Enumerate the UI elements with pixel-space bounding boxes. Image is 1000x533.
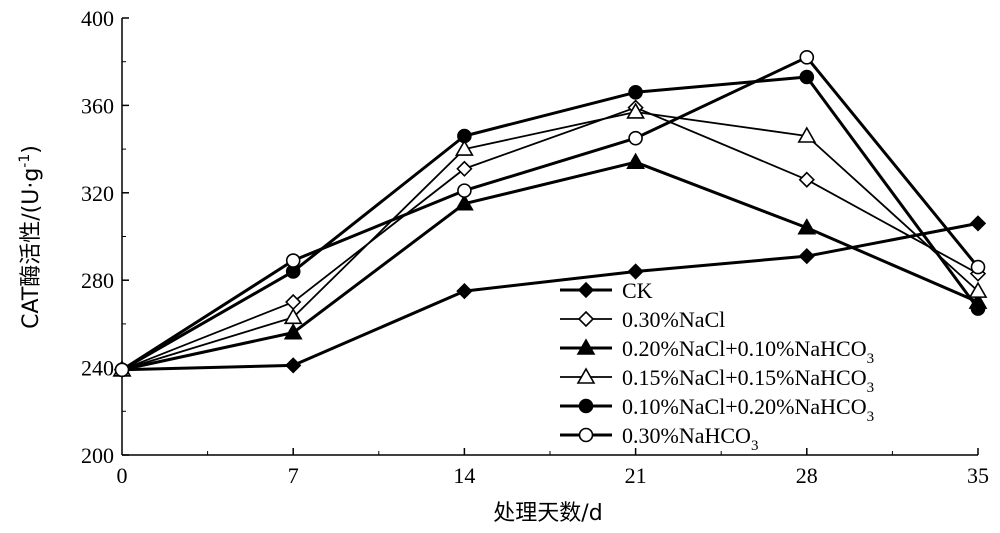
data-point <box>798 248 815 265</box>
y-axis-label: CAT酶活性/(U·g-1) <box>17 145 44 329</box>
axes <box>121 17 979 456</box>
series-line <box>121 75 980 372</box>
data-point <box>283 307 303 325</box>
legend-marker <box>576 338 596 355</box>
legend-marker <box>578 427 594 443</box>
legend-entry: 0.30%NaCl <box>560 307 725 332</box>
data-point <box>970 259 986 275</box>
data-point <box>455 194 474 211</box>
series-line <box>121 111 979 371</box>
data-point <box>283 323 303 340</box>
legend-entry: 0.10%NaCl+0.20%NaHCO3 <box>560 394 874 425</box>
data-point <box>628 130 643 146</box>
legend-marker <box>578 398 594 414</box>
data-point <box>628 84 643 100</box>
x-tick-label: 28 <box>796 463 818 488</box>
legend-label: CK <box>622 278 653 303</box>
data-point <box>799 69 815 85</box>
data-point <box>968 281 988 298</box>
data-point <box>457 128 472 144</box>
y-tick-label: 200 <box>81 443 114 468</box>
legend-label: 0.30%NaCl <box>622 307 725 332</box>
legend-label: 0.20%NaCl+0.10%NaHCO3 <box>622 336 874 367</box>
series-layer <box>112 50 988 378</box>
y-tick-label: 280 <box>81 268 114 293</box>
y-tick-label: 400 <box>81 6 114 31</box>
data-point <box>456 160 473 177</box>
legend-entry: 0.20%NaCl+0.10%NaHCO3 <box>560 336 874 367</box>
y-tick-label: 320 <box>81 181 114 206</box>
data-point <box>285 357 302 374</box>
x-tick-label: 35 <box>967 463 989 488</box>
data-point <box>797 126 817 143</box>
legend-label: 0.15%NaCl+0.15%NaHCO3 <box>622 365 874 396</box>
legend: CK 0.30%NaCl 0.20%NaCl+0.10%NaHCO30.15%NaC… <box>560 278 874 454</box>
y-tick-label: 240 <box>81 356 114 381</box>
y-tick-label: 360 <box>81 93 114 118</box>
legend-marker <box>577 310 595 328</box>
series-line <box>121 221 979 372</box>
data-point <box>797 218 817 235</box>
legend-marker <box>577 281 595 299</box>
data-point <box>455 139 474 156</box>
legend-entry: 0.30%NaHCO3 <box>560 423 758 454</box>
x-tick-label: 14 <box>453 463 475 488</box>
tick-labels: 200 240 280 320 360 400 0 7 14 21 28 35 <box>81 6 989 488</box>
data-point <box>970 301 986 316</box>
x-axis-label: 处理天数/d <box>493 501 602 526</box>
x-tick-label: 21 <box>625 463 647 488</box>
data-point <box>799 50 815 65</box>
legend-marker <box>576 367 596 384</box>
data-point <box>969 215 987 232</box>
legend-label: 0.10%NaCl+0.20%NaHCO3 <box>622 394 874 425</box>
data-point <box>285 253 301 268</box>
series-5 <box>114 50 986 378</box>
legend-entry: 0.15%NaCl+0.15%NaHCO3 <box>560 365 874 396</box>
data-point <box>626 102 645 119</box>
legend-label: 0.30%NaHCO3 <box>622 423 758 454</box>
data-point <box>456 282 473 300</box>
series-line <box>121 160 979 372</box>
data-point <box>626 152 645 170</box>
data-point <box>627 263 644 280</box>
x-tick-label: 0 <box>117 463 128 488</box>
data-point <box>114 362 130 378</box>
legend-entry: CK <box>560 278 653 303</box>
x-tick-label: 7 <box>288 463 299 488</box>
series-line <box>121 55 980 372</box>
data-point <box>457 183 472 198</box>
series-line <box>121 106 979 371</box>
data-point <box>798 171 815 188</box>
